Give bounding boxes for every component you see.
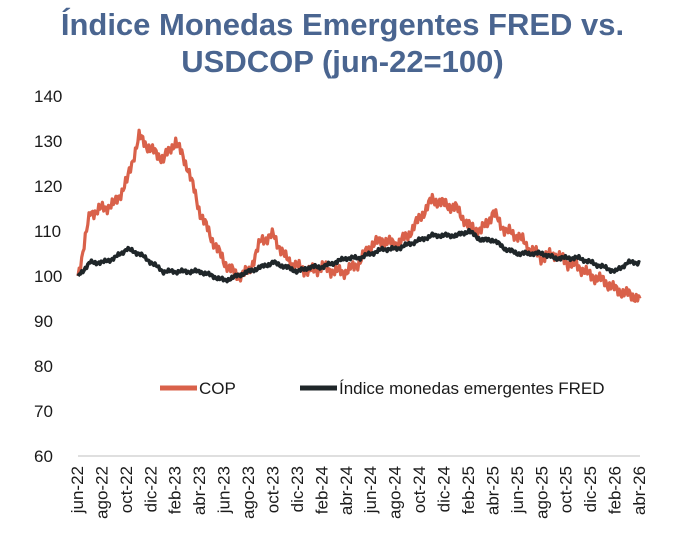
legend-label: Índice monedas emergentes FRED [339, 379, 605, 398]
chart-title: Índice Monedas Emergentes FRED vs. USDCO… [0, 6, 685, 80]
y-tick-label: 110 [34, 222, 61, 241]
x-tick-label: ago-25 [532, 466, 551, 519]
y-tick-label: 140 [34, 87, 62, 106]
x-tick-label: jun-24 [361, 466, 380, 514]
x-axis: jun-22 ago-22 oct-22 dic-22 feb-23 abr-23 jun-… [68, 466, 649, 519]
x-tick-label: jun-23 [215, 466, 234, 514]
x-tick-label: feb-23 [166, 466, 185, 514]
x-tick-label: dic-25 [581, 466, 600, 512]
series-line-fred-index [76, 227, 641, 284]
y-tick-label: 130 [34, 132, 62, 151]
x-tick-label: jun-22 [68, 466, 87, 514]
series-line-cop [76, 128, 642, 303]
x-tick-label: feb-24 [312, 466, 331, 514]
x-tick-label: jun-25 [508, 466, 527, 514]
x-tick-label: ago-22 [92, 466, 111, 519]
x-tick-label: oct-25 [557, 466, 576, 513]
x-tick-label: ago-23 [239, 466, 258, 519]
x-tick-label: abr-26 [630, 466, 649, 515]
legend: COP Índice monedas emergentes FRED [160, 379, 605, 398]
y-tick-label: 80 [34, 357, 53, 376]
x-tick-label: oct-23 [263, 466, 282, 513]
chart-title-line-2: USDCOP (jun-22=100) [181, 44, 504, 79]
chart-title-line-1: Índice Monedas Emergentes FRED vs. [60, 7, 625, 42]
x-tick-label: feb-26 [606, 466, 625, 514]
x-tick-label: oct-22 [117, 466, 136, 513]
x-tick-label: dic-22 [141, 466, 160, 512]
y-tick-label: 60 [34, 447, 53, 466]
y-tick-label: 90 [34, 312, 53, 331]
x-tick-label: abr-24 [337, 466, 356, 515]
y-tick-label: 70 [34, 402, 53, 421]
x-tick-label: abr-23 [190, 466, 209, 515]
x-tick-label: feb-25 [459, 466, 478, 514]
x-tick-label: ago-24 [386, 466, 405, 519]
x-tick-label: abr-25 [483, 466, 502, 515]
series-layer [76, 128, 642, 303]
legend-label: COP [199, 379, 236, 398]
x-tick-label: oct-24 [410, 466, 429, 513]
y-axis: 140 130 120 110 100 90 80 70 60 [34, 87, 62, 466]
x-tick-label: dic-23 [288, 466, 307, 512]
x-tick-label: dic-24 [435, 466, 454, 512]
y-tick-label: 120 [34, 177, 62, 196]
y-tick-label: 100 [34, 267, 62, 286]
